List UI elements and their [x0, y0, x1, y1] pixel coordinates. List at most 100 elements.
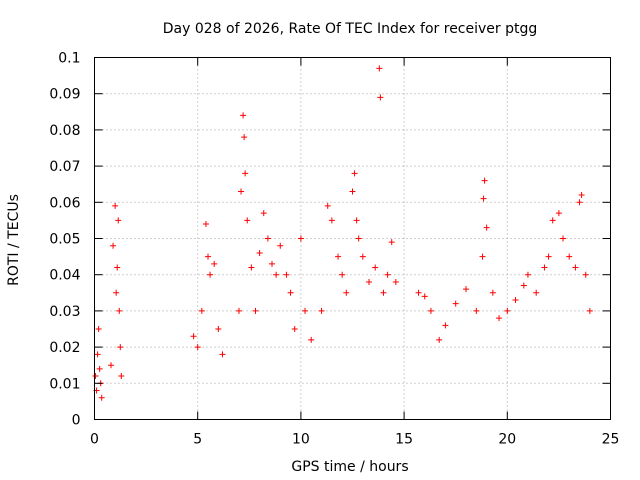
data-point	[555, 210, 562, 217]
data-point	[480, 195, 487, 202]
data-point	[463, 286, 470, 293]
data-point	[205, 253, 212, 260]
data-point	[96, 365, 103, 372]
data-point	[318, 307, 325, 314]
y-axis-label: ROTI / TECUs	[6, 194, 22, 286]
points-layer	[92, 65, 593, 401]
y-tick-label: 0.08	[49, 123, 80, 139]
data-point	[277, 242, 284, 249]
data-point	[264, 235, 271, 242]
data-point	[112, 202, 119, 209]
data-point	[219, 351, 226, 358]
data-point	[116, 307, 123, 314]
data-point	[504, 307, 511, 314]
data-point	[94, 351, 101, 358]
data-point	[241, 134, 248, 141]
data-point	[524, 271, 531, 278]
y-tick-label: 0.01	[49, 376, 80, 392]
data-point	[415, 289, 422, 296]
grid-layer	[94, 57, 611, 420]
data-point	[92, 373, 99, 380]
data-point	[388, 239, 395, 246]
data-point	[95, 326, 102, 332]
ticks-layer	[94, 57, 611, 420]
data-point	[244, 217, 251, 224]
data-point	[489, 289, 496, 296]
data-point	[496, 315, 503, 322]
x-tick-label: 25	[602, 432, 620, 448]
data-point	[110, 242, 117, 249]
y-tick-label: 0.05	[49, 232, 80, 248]
data-point	[372, 264, 379, 271]
data-point	[343, 289, 350, 296]
data-point	[452, 300, 459, 307]
data-point	[260, 210, 267, 217]
data-point	[308, 336, 315, 343]
data-point	[479, 253, 486, 260]
data-point	[520, 282, 527, 289]
data-point	[427, 307, 434, 314]
data-point	[576, 199, 583, 206]
data-point	[283, 271, 290, 278]
data-point	[442, 322, 449, 329]
data-point	[572, 264, 579, 271]
data-point	[582, 271, 589, 278]
y-tick-label: 0.06	[49, 195, 80, 211]
data-point	[421, 293, 428, 300]
data-point	[366, 278, 373, 285]
chart-title: Day 028 of 2026, Rate Of TEC Index for r…	[163, 21, 538, 37]
data-point	[256, 249, 263, 256]
data-point	[291, 326, 298, 332]
data-point	[549, 217, 556, 224]
data-point	[380, 289, 387, 296]
data-point	[242, 170, 249, 177]
data-point	[351, 170, 358, 177]
data-point	[335, 253, 342, 260]
data-point	[566, 253, 573, 260]
x-axis-label: GPS time / hours	[291, 459, 408, 475]
data-point	[207, 271, 214, 278]
y-tick-label: 0.03	[49, 304, 80, 320]
data-point	[384, 271, 391, 278]
data-point	[560, 235, 567, 242]
x-tick-label: 5	[193, 432, 202, 448]
data-point	[115, 217, 122, 224]
data-point	[353, 217, 360, 224]
data-point	[512, 297, 519, 304]
data-point	[359, 253, 366, 260]
data-point	[252, 307, 259, 314]
data-point	[273, 271, 280, 278]
data-point	[481, 177, 488, 184]
y-tick-label: 0.09	[49, 87, 80, 103]
labels-layer: 0 0.01 0.02 0.03 0.04 0.05 0.06 0.07 0.08 0.09 0.1…	[49, 51, 619, 448]
data-point	[235, 307, 242, 314]
x-tick-label: 15	[395, 432, 413, 448]
data-point	[473, 307, 480, 314]
plot-frame	[94, 57, 611, 420]
data-point	[355, 235, 362, 242]
data-point	[269, 260, 276, 267]
data-point	[586, 307, 593, 314]
data-point	[545, 253, 552, 260]
data-point	[339, 271, 346, 278]
data-point	[190, 333, 197, 340]
data-point	[392, 278, 399, 285]
y-tick-label: 0.07	[49, 159, 80, 175]
x-tick-label: 0	[90, 432, 99, 448]
data-point	[349, 188, 356, 195]
data-point	[98, 394, 105, 401]
data-point	[114, 264, 121, 271]
data-point	[287, 289, 294, 296]
data-point	[113, 289, 120, 296]
data-point	[238, 188, 245, 195]
data-point	[108, 362, 115, 369]
data-point	[578, 192, 585, 199]
data-point	[376, 65, 383, 72]
x-tick-label: 10	[292, 432, 310, 448]
data-point	[533, 289, 540, 296]
data-point	[483, 224, 490, 231]
data-point	[240, 112, 247, 119]
data-point	[377, 94, 384, 101]
data-point	[297, 235, 304, 242]
